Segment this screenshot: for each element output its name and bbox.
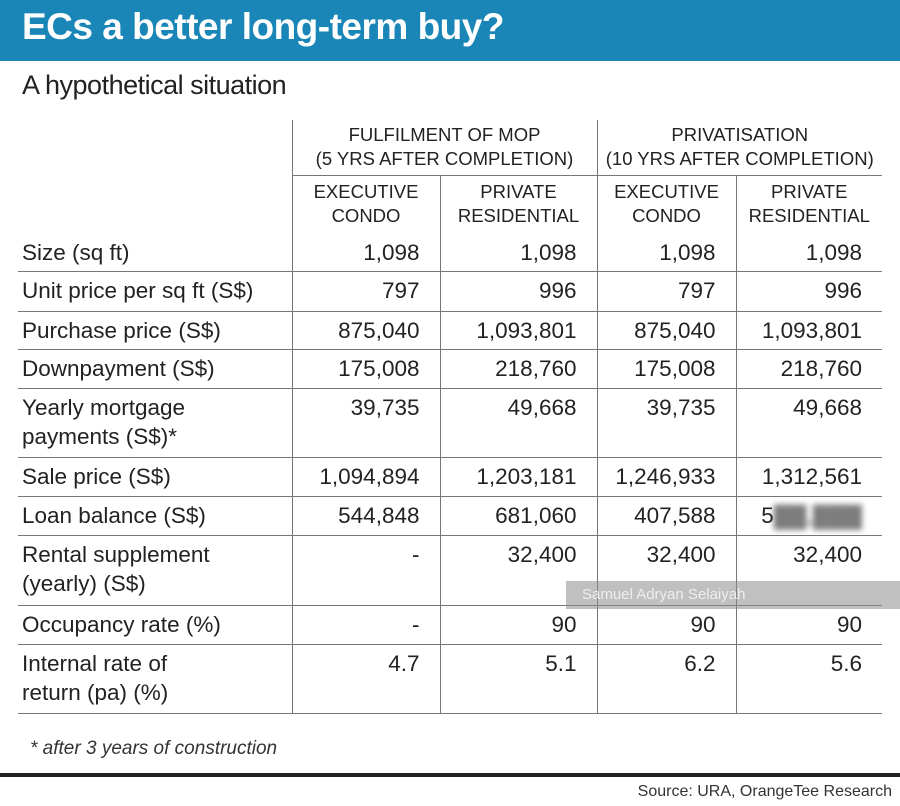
- row-label: Yearly mortgage payments (S$)*: [22, 394, 186, 449]
- row-label: Size (sq ft): [22, 240, 130, 265]
- table-row: Size (sq ft) 1,098 1,098 1,098 1,098: [18, 234, 882, 271]
- row-label: Occupancy rate (%): [22, 611, 221, 637]
- cell-value: 1,246,933: [596, 457, 736, 496]
- cell-value: -: [291, 535, 440, 605]
- cell-value: 1,098: [439, 234, 597, 271]
- subheader-line: CONDO: [632, 205, 701, 226]
- cell-value: 218,760: [439, 349, 597, 388]
- cell-value: 39,735: [596, 388, 736, 457]
- table-row: Purchase price (S$) 875,040 1,093,801 875,0…: [18, 311, 882, 349]
- subheader-line: RESIDENTIAL: [457, 205, 580, 226]
- subheader-line: PRIVATE: [771, 181, 848, 202]
- cell-value: 175,008: [596, 349, 736, 388]
- comparison-table: FULFILMENT OF MOP (5 YRS AFTER COMPLETION…: [18, 120, 882, 714]
- cell-value: 1,098: [596, 234, 736, 271]
- table-row: Downpayment (S$) 175,008 218,760 175,008 218…: [18, 349, 882, 388]
- cell-value: 90: [439, 605, 597, 644]
- cell-value: 875,040: [291, 311, 440, 349]
- cell-value: 39,735: [291, 388, 440, 457]
- title-bar: ECs a better long-term buy?: [0, 0, 900, 61]
- group-header-privatisation: PRIVATISATION (10 YRS AFTER COMPLETION): [596, 120, 882, 176]
- row-label: Purchase price (S$): [22, 317, 221, 343]
- group-line: (5 YRS AFTER COMPLETION): [315, 148, 574, 169]
- cell-value: 49,668: [735, 388, 882, 457]
- cell-value: 1,094,894: [291, 457, 440, 496]
- row-label: Unit price per sq ft (S$): [22, 277, 254, 303]
- cell-value: 49,668: [439, 388, 597, 457]
- watermark-overlay: Samuel Adryan Selaiyah: [566, 581, 900, 609]
- row-label: Loan balance (S$): [22, 502, 206, 528]
- cell-value: 681,060: [439, 496, 597, 535]
- watermark-text: Samuel Adryan Selaiyah: [582, 586, 746, 603]
- cell-value: 875,040: [596, 311, 736, 349]
- subheader-line: EXECUTIVE: [614, 181, 719, 202]
- footnote: * after 3 years of construction: [30, 738, 278, 759]
- table-row: Unit price per sq ft (S$) 797 996 797 996: [18, 271, 882, 311]
- subheader: EXECUTIVE CONDO: [596, 175, 736, 234]
- cell-value: 1,203,181: [439, 457, 597, 496]
- subheader-line: PRIVATE: [480, 181, 557, 202]
- cell-value: 544,848: [291, 496, 440, 535]
- cell-value: 6.2: [596, 644, 736, 713]
- group-line: FULFILMENT OF MOP: [348, 124, 541, 145]
- cell-value: 5.1: [439, 644, 597, 713]
- cell-value: -: [291, 605, 440, 644]
- table-row: Internal rate of return (pa) (%) 4.7 5.1 6.…: [18, 644, 882, 713]
- row-label: Internal rate of return (pa) (%): [22, 650, 169, 705]
- subheader: EXECUTIVE CONDO: [291, 175, 440, 234]
- cell-value: 797: [291, 271, 440, 311]
- subheader: PRIVATE RESIDENTIAL: [735, 175, 882, 234]
- subheader-line: EXECUTIVE: [313, 181, 419, 202]
- cell-value: 175,008: [291, 349, 440, 388]
- subheader-line: RESIDENTIAL: [748, 205, 870, 226]
- cell-value: 996: [439, 271, 597, 311]
- cell-value: 1,098: [735, 234, 882, 271]
- table-row: Sale price (S$) 1,094,894 1,203,181 1,246,9…: [18, 457, 882, 496]
- cell-value-partial: 5: [761, 502, 774, 528]
- cell-value: 996: [735, 271, 882, 311]
- obscured-value: ▓▓,▓▓▓: [773, 502, 862, 528]
- cell-value: 218,760: [735, 349, 882, 388]
- cell-value: 1,093,801: [735, 311, 882, 349]
- cell-value: 797: [596, 271, 736, 311]
- corner-cell: [18, 120, 292, 176]
- cell-value: 90: [596, 605, 736, 644]
- subheader-line: CONDO: [331, 205, 401, 226]
- title: ECs a better long-term buy?: [22, 6, 504, 47]
- cell-value: 5.6: [735, 644, 882, 713]
- group-header-mop: FULFILMENT OF MOP (5 YRS AFTER COMPLETION…: [291, 120, 597, 176]
- cell-value: 1,093,801: [439, 311, 597, 349]
- row-label: Rental supplement (yearly) (S$): [22, 541, 210, 596]
- cell-value: 5▓▓,▓▓▓: [735, 496, 882, 535]
- table-row: Loan balance (S$) 544,848 681,060 407,588 5▓…: [18, 496, 882, 535]
- table-row: Occupancy rate (%) -90 90 90: [18, 605, 882, 644]
- table-row: Yearly mortgage payments (S$)* 39,735 49,6…: [18, 388, 882, 457]
- subtitle: A hypothetical situation: [22, 70, 287, 100]
- subheader: PRIVATE RESIDENTIAL: [439, 175, 597, 234]
- cell-value: 407,588: [596, 496, 736, 535]
- cell-value: 4.7: [291, 644, 440, 713]
- row-label: Sale price (S$): [22, 463, 171, 489]
- divider: [0, 773, 900, 777]
- cell-value: 1,098: [291, 234, 440, 271]
- source: Source: URA, OrangeTee Research: [637, 783, 892, 800]
- cell-value: 1,312,561: [735, 457, 882, 496]
- cell-value: 90: [735, 605, 882, 644]
- corner-cell: [18, 176, 292, 235]
- group-line: PRIVATISATION: [671, 124, 809, 145]
- group-line: (10 YRS AFTER COMPLETION): [605, 148, 874, 169]
- row-label: Downpayment (S$): [22, 355, 215, 381]
